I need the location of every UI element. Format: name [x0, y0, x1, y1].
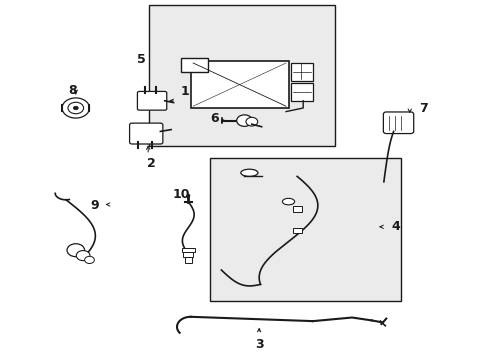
Text: 8: 8 [68, 84, 77, 97]
Text: 10: 10 [172, 188, 189, 201]
Text: 9: 9 [90, 199, 99, 212]
Bar [183, 252, 193, 257]
Text: 5: 5 [137, 53, 145, 66]
FancyBboxPatch shape [383, 112, 413, 134]
Bar [184, 257, 191, 263]
Bar [293, 228, 302, 233]
Bar [210, 158, 400, 301]
Text: 3: 3 [254, 338, 263, 351]
FancyBboxPatch shape [137, 91, 166, 110]
Ellipse shape [282, 198, 294, 205]
Bar [290, 83, 312, 101]
Bar [149, 5, 334, 146]
Bar [290, 63, 312, 81]
Circle shape [67, 244, 84, 257]
Text: 2: 2 [147, 157, 156, 170]
Circle shape [73, 106, 78, 110]
Circle shape [76, 251, 90, 261]
Circle shape [68, 102, 83, 114]
Bar [190, 61, 288, 108]
Bar [182, 248, 194, 252]
Circle shape [236, 115, 252, 126]
Ellipse shape [240, 169, 258, 176]
Circle shape [62, 98, 89, 118]
Text: 7: 7 [419, 102, 427, 114]
Circle shape [84, 256, 94, 264]
Circle shape [245, 117, 257, 126]
Bar [293, 206, 302, 212]
Text: 4: 4 [390, 220, 399, 233]
FancyBboxPatch shape [129, 123, 163, 144]
Text: 6: 6 [210, 112, 219, 125]
Bar [181, 58, 207, 72]
Text: 1: 1 [181, 85, 189, 98]
